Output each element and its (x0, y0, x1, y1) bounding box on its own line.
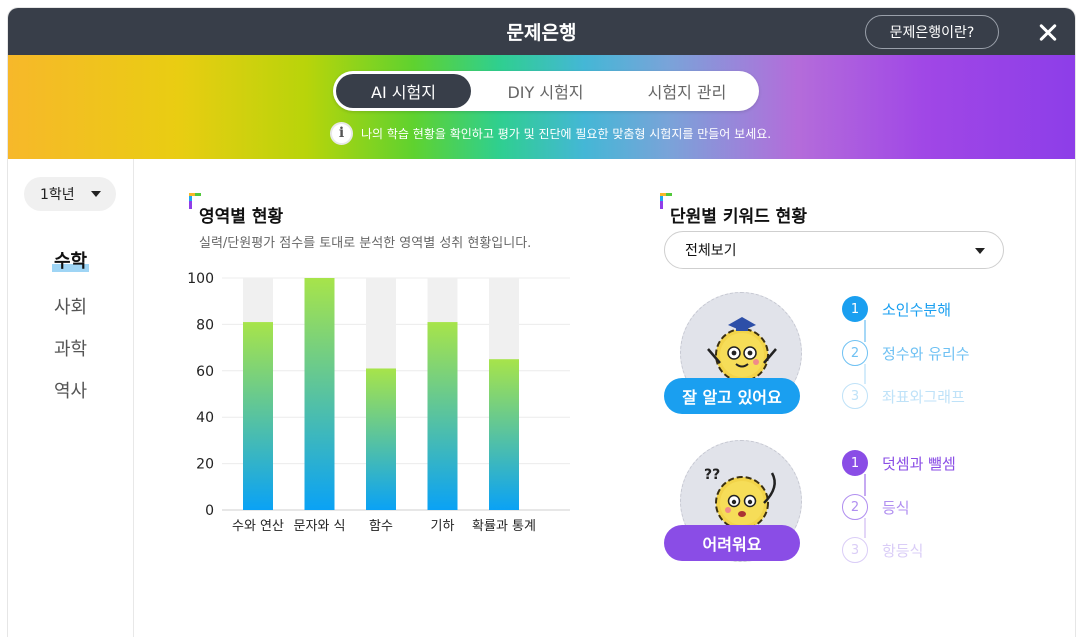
keyword-label: 좌표와그래프 (882, 387, 965, 406)
y-tick-label: 40 (196, 410, 214, 426)
subject-label: 과학 (53, 339, 88, 360)
hard-keyword-item[interactable]: 3 항등식 (842, 537, 923, 563)
header-banner: AI 시험지 DIY 시험지 시험지 관리 i 나의 학습 현황을 확인하고 평… (8, 55, 1075, 159)
y-tick-label: 100 (187, 271, 214, 287)
good-keyword-item[interactable]: 3 좌표와그래프 (842, 383, 965, 409)
bar (489, 359, 519, 510)
keyword-rank: 2 (842, 340, 868, 366)
keyword-rank: 2 (842, 494, 868, 520)
grade-label: 1학년 (40, 187, 75, 203)
good-keyword-item[interactable]: 1 소인수분해 (842, 296, 951, 322)
area-bar-chart: 0 20 40 60 80 100 수와 연산 문자와 식 함수 기하 확률과 통계 (187, 271, 570, 534)
keyword-label: 항등식 (882, 541, 924, 560)
keyword-connector (864, 364, 866, 384)
sidebar: 1학년 수학 사회 과학 역사 (8, 159, 134, 637)
good-keyword-item[interactable]: 2 정수와 유리수 (842, 340, 970, 366)
keyword-label: 정수와 유리수 (882, 344, 970, 363)
keyword-rank: 3 (842, 383, 868, 409)
keyword-rank: 3 (842, 537, 868, 563)
keyword-status-title: 단원별 키워드 현황 (670, 207, 807, 227)
x-tick-label: 수와 연산 (232, 519, 284, 534)
keyword-rank: 1 (842, 296, 868, 322)
keyword-label: 등식 (882, 498, 910, 517)
keyword-filter-select[interactable]: 전체보기 (664, 231, 1004, 269)
hard-keyword-item[interactable]: 1 덧셈과 뺄셈 (842, 450, 956, 476)
x-tick-label: 확률과 통계 (472, 519, 536, 534)
area-status-description: 실력/단원평가 점수를 토대로 분석한 영역별 성취 현황입니다. (199, 236, 532, 251)
section-mark-icon (660, 193, 674, 211)
close-icon[interactable] (1033, 17, 1063, 47)
x-tick-label: 함수 (369, 519, 393, 534)
subject-social[interactable]: 사회 (8, 293, 133, 319)
window-title: 문제은행 (506, 22, 577, 44)
bar (243, 322, 273, 510)
tab-diy-test[interactable]: DIY 시험지 (507, 83, 584, 102)
hard-keyword-item[interactable]: 2 등식 (842, 494, 910, 520)
y-tick-label: 0 (205, 503, 214, 519)
area-status-title: 영역별 현황 (199, 207, 284, 227)
hard-character-icon: ?? (704, 467, 776, 540)
keyword-connector (864, 518, 866, 538)
tab-test-management[interactable]: 시험지 관리 (647, 83, 727, 102)
about-button[interactable]: 문제은행이란? (865, 15, 999, 49)
section-mark-icon (189, 193, 203, 211)
tab-ai-test[interactable]: AI 시험지 (336, 74, 471, 108)
bar (366, 368, 396, 510)
app-window: 문제은행 문제은행이란? AI 시험지 DIY 시험지 시험지 관리 i 나의 … (8, 8, 1075, 637)
svg-text:??: ?? (704, 467, 720, 483)
keyword-filter-value: 전체보기 (685, 243, 737, 259)
y-tick-label: 20 (196, 457, 214, 473)
keyword-label: 덧셈과 뺄셈 (882, 454, 956, 473)
subject-science[interactable]: 과학 (8, 335, 133, 361)
subject-label: 사회 (53, 297, 88, 318)
x-tick-label: 기하 (431, 519, 455, 534)
subject-math[interactable]: 수학 (8, 247, 133, 273)
keyword-rank: 1 (842, 450, 868, 476)
good-character-icon (707, 317, 777, 392)
bar (304, 278, 335, 510)
subject-label: 수학 (51, 251, 90, 272)
subject-history[interactable]: 역사 (8, 377, 133, 403)
area-chart: 0 20 40 60 80 100 수와 연산 문자와 식 함수 기하 확률과 통계 (172, 262, 572, 542)
title-bar: 문제은행 문제은행이란? (8, 8, 1075, 55)
notice: i 나의 학습 현황을 확인하고 평가 및 진단에 필요한 맞춤형 시험지를 만… (330, 121, 771, 145)
x-tick-label: 문자와 식 (294, 519, 346, 534)
info-icon: i (330, 121, 353, 145)
y-tick-label: 80 (196, 317, 214, 333)
keyword-connector (864, 474, 866, 496)
keyword-connector (864, 320, 866, 342)
caret-down-icon (91, 191, 101, 197)
subject-label: 역사 (53, 381, 88, 402)
keyword-label: 소인수분해 (882, 300, 952, 319)
caret-down-icon (975, 248, 985, 254)
tab-bar: AI 시험지 DIY 시험지 시험지 관리 (333, 71, 759, 111)
bar (427, 322, 458, 510)
good-badge: 잘 알고 있어요 (664, 378, 800, 414)
y-tick-label: 60 (196, 364, 214, 380)
hard-badge: 어려워요 (664, 525, 800, 561)
grade-select[interactable]: 1학년 (24, 177, 116, 211)
notice-text: 나의 학습 현황을 확인하고 평가 및 진단에 필요한 맞춤형 시험지를 만들어… (361, 126, 772, 141)
